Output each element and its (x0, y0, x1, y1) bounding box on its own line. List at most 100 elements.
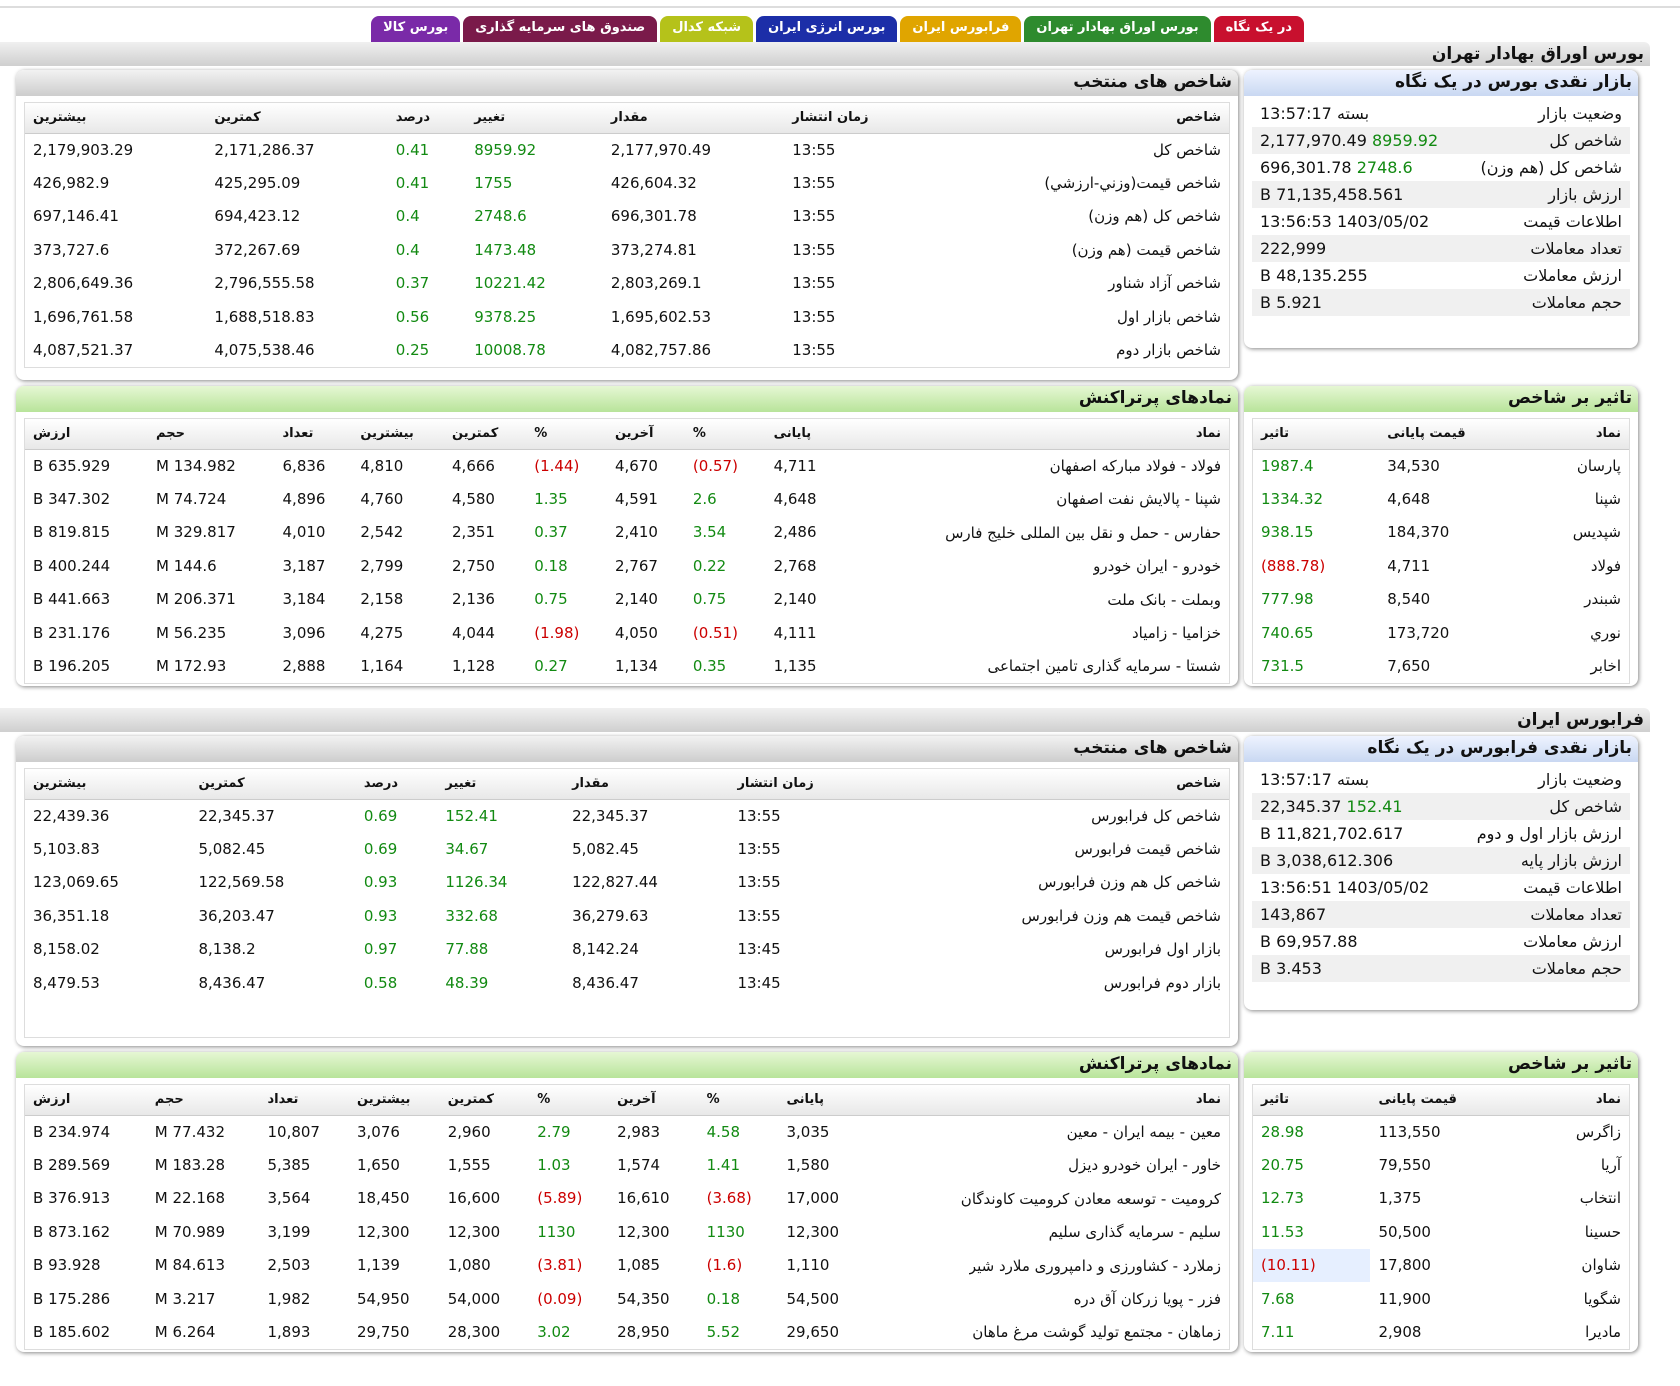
column-header[interactable]: آخرین (609, 1085, 699, 1116)
table-cell[interactable]: شستا - سرمایه گذاری تامین اجتماعی (843, 649, 1229, 682)
table-cell[interactable]: پارسان (1576, 456, 1621, 475)
table-cell[interactable]: حفارس - حمل و نقل بین المللی خلیج فارس (843, 516, 1229, 549)
table-cell[interactable]: شاخص کل هم وزن فرابورس (1038, 873, 1221, 892)
column-header[interactable]: درصد (387, 103, 467, 134)
column-header[interactable]: شاخص (879, 769, 1229, 800)
column-header[interactable]: مقدار (602, 103, 785, 134)
column-header[interactable]: زمان انتشار (729, 769, 880, 800)
column-header[interactable]: حجم (148, 419, 275, 450)
column-header[interactable]: آخرین (606, 419, 685, 450)
tab-2[interactable]: فرابورس ایران (900, 16, 1022, 44)
column-header[interactable]: کمترین (439, 1085, 530, 1116)
column-header[interactable]: تغییر (466, 103, 603, 134)
table-cell[interactable]: شاخص بازار دوم (1116, 341, 1221, 360)
table-cell[interactable]: شپدیس (1572, 523, 1621, 542)
column-header[interactable]: درصد (355, 769, 438, 800)
tab-1[interactable]: بورس اوراق بهادار تهران (1024, 16, 1211, 44)
table-cell[interactable]: معین - بیمه ایران - معین (868, 1115, 1229, 1148)
table-cell[interactable]: زملارد - کشاورزی و دامپروری ملارد شیر (868, 1249, 1229, 1282)
table-cell[interactable]: شاخص قیمت فرابورس (1074, 840, 1221, 859)
column-header[interactable]: بیشترین (25, 769, 191, 800)
table-cell[interactable]: بازار اول فرابورس (1104, 940, 1221, 959)
table-cell[interactable]: شاخص قیمت (هم وزن) (1071, 240, 1221, 259)
table-cell[interactable]: شاوان (1581, 1256, 1621, 1275)
table-cell[interactable]: شپنا - پالايش نفت اصفهان (843, 482, 1229, 515)
column-header[interactable]: ارزش (25, 1085, 147, 1116)
table-cell[interactable]: شگویا (1583, 1289, 1621, 1308)
column-header[interactable]: پایانی (765, 419, 844, 450)
table-cell[interactable]: خزامیا - زامیاد (843, 616, 1229, 649)
table-cell[interactable]: اخابر (1590, 657, 1621, 676)
column-header[interactable]: تغییر (437, 769, 565, 800)
tab-3[interactable]: بورس انرژی ایران (756, 16, 898, 44)
column-header[interactable]: نماد (868, 1085, 1229, 1116)
symbol-name[interactable]: کرومیت - توسعه معادن کرومیت کاوندگان (960, 1189, 1221, 1208)
table-cell[interactable]: شاخص قیمت هم وزن فرابورس (1021, 906, 1221, 925)
table-cell[interactable]: کرومیت - توسعه معادن کرومیت کاوندگان (868, 1182, 1229, 1215)
column-header[interactable]: کمترین (206, 103, 388, 134)
column-header[interactable]: کمترین (444, 419, 527, 450)
column-header[interactable]: نماد (843, 419, 1229, 450)
table-cell[interactable]: حسینا (1584, 1222, 1621, 1241)
table-cell[interactable]: سلیم - سرمایه گذاری سلیم (868, 1215, 1229, 1248)
table-cell[interactable]: فزر - پویا زرکان آق دره (868, 1282, 1229, 1315)
table-cell[interactable]: شاخص بازار اول (1116, 307, 1221, 326)
column-header[interactable]: قیمت پایانی (1370, 1085, 1528, 1116)
column-header[interactable]: حجم (146, 1085, 260, 1116)
symbol-name[interactable]: زماهان - مجتمع تولید گوشت مرغ ماهان (972, 1323, 1221, 1342)
table-cell[interactable]: شاخص کل فرابورس (1091, 806, 1221, 825)
column-header[interactable]: % (526, 419, 607, 450)
table-cell[interactable]: آریا (1600, 1156, 1621, 1175)
column-header[interactable]: نماد (1527, 1085, 1629, 1116)
table-cell[interactable]: خاور - ایران خودرو دیزل (868, 1148, 1229, 1181)
column-header[interactable]: % (529, 1085, 610, 1116)
column-header[interactable]: بیشترین (25, 103, 207, 134)
column-header[interactable]: مقدار (564, 769, 730, 800)
column-header[interactable]: قیمت پایانی (1379, 419, 1528, 450)
column-header[interactable]: تاثیر (1253, 1085, 1371, 1116)
column-header[interactable]: بیشترین (349, 1085, 440, 1116)
symbol-name[interactable]: معین - بیمه ایران - معین (1066, 1123, 1221, 1142)
table-cell[interactable]: شبندر (1584, 590, 1621, 609)
table-cell[interactable]: فولاد - فولاد مباركه اصفهان (843, 449, 1229, 482)
symbol-name[interactable]: شستا - سرمایه گذاری تامین اجتماعی (987, 657, 1221, 676)
table-cell[interactable]: بازار دوم فرابورس (1103, 973, 1221, 992)
table-cell[interactable]: شاخص کل (1152, 140, 1221, 159)
table-cell[interactable]: شاخص آزاد شناور (1108, 274, 1221, 293)
column-header[interactable]: ارزش (25, 419, 149, 450)
symbol-name[interactable]: شپنا - پالايش نفت اصفهان (1056, 490, 1221, 509)
column-header[interactable]: تعداد (274, 419, 353, 450)
symbol-name[interactable]: زملارد - کشاورزی و دامپروری ملارد شیر (968, 1256, 1221, 1275)
column-header[interactable]: تعداد (259, 1085, 349, 1116)
table-cell[interactable]: شاخص کل (هم وزن) (1088, 207, 1221, 226)
table-cell[interactable]: نوري (1590, 623, 1621, 642)
table-cell[interactable]: مادیرا (1585, 1323, 1621, 1342)
tab-6[interactable]: بورس کالا (371, 16, 461, 44)
symbol-name[interactable]: سلیم - سرمایه گذاری سلیم (1048, 1223, 1221, 1242)
table-cell[interactable]: خودرو - ایران خودرو (843, 549, 1229, 582)
symbol-name[interactable]: وبملت - بانک ملت (1107, 590, 1221, 609)
table-cell[interactable]: انتخاب (1579, 1189, 1621, 1208)
symbol-name[interactable]: خاور - ایران خودرو دیزل (1068, 1156, 1221, 1175)
table-cell[interactable]: شپنا (1594, 490, 1621, 509)
table-cell[interactable]: زماهان - مجتمع تولید گوشت مرغ ماهان (868, 1315, 1229, 1348)
symbol-name[interactable]: خودرو - ایران خودرو (1093, 557, 1221, 576)
column-header[interactable]: % (698, 1085, 779, 1116)
tab-4[interactable]: شبکه کدال (660, 16, 754, 44)
tab-5[interactable]: صندوق های سرمایه گذاری (463, 16, 658, 44)
table-cell[interactable]: شاخص قيمت(وزني-ارزشي) (1044, 174, 1221, 193)
tab-0[interactable]: در یک نگاه (1213, 16, 1304, 44)
symbol-name[interactable]: فولاد - فولاد مباركه اصفهان (1049, 457, 1221, 476)
symbol-name[interactable]: خزامیا - زامیاد (1131, 623, 1221, 642)
column-header[interactable]: % (684, 419, 766, 450)
column-header[interactable]: پایانی (778, 1085, 869, 1116)
symbol-name[interactable]: فزر - پویا زرکان آق دره (1073, 1289, 1221, 1308)
column-header[interactable]: بیشترین (352, 419, 445, 450)
column-header[interactable]: شاخص (928, 103, 1229, 134)
table-cell[interactable]: فولاد (1590, 556, 1621, 575)
column-header[interactable]: زمان انتشار (784, 103, 929, 134)
column-header[interactable]: نماد (1527, 419, 1629, 450)
table-cell[interactable]: زاگرس (1575, 1122, 1621, 1141)
column-header[interactable]: تاثیر (1253, 419, 1380, 450)
table-cell[interactable]: وبملت - بانک ملت (843, 583, 1229, 616)
